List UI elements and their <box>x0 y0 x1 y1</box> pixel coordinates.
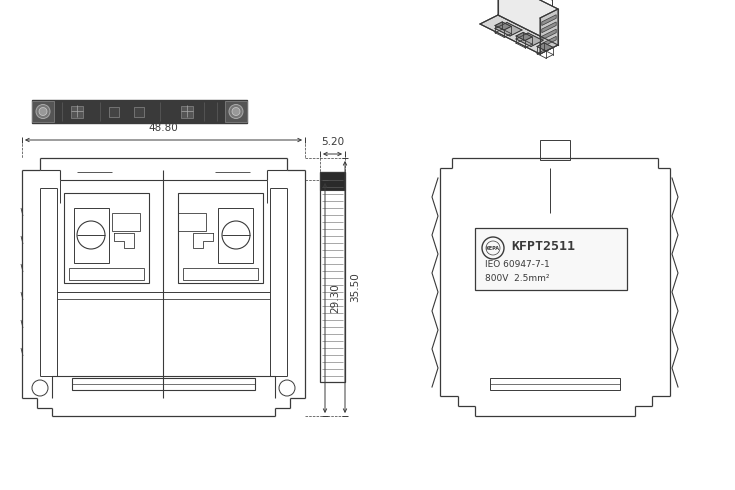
Polygon shape <box>542 36 556 47</box>
Text: 29.30: 29.30 <box>330 283 340 313</box>
Polygon shape <box>542 29 556 40</box>
Bar <box>64 193 149 283</box>
Text: 5.20: 5.20 <box>321 137 344 147</box>
Bar <box>320 172 345 382</box>
Polygon shape <box>542 22 556 33</box>
Circle shape <box>36 104 50 119</box>
Bar <box>320 172 345 190</box>
Bar <box>109 106 119 117</box>
Bar <box>225 101 247 122</box>
Text: KFPT2511: KFPT2511 <box>511 240 575 252</box>
Bar <box>134 106 144 117</box>
Text: 800V  2.5mm²: 800V 2.5mm² <box>485 273 550 283</box>
Polygon shape <box>540 9 558 54</box>
Circle shape <box>39 107 47 116</box>
Bar <box>183 268 258 280</box>
Text: KEPA: KEPA <box>486 245 500 250</box>
Polygon shape <box>495 23 522 36</box>
Polygon shape <box>495 22 512 30</box>
Text: IEO 60947-7-1: IEO 60947-7-1 <box>485 260 550 269</box>
Bar <box>181 105 193 118</box>
Polygon shape <box>537 43 553 51</box>
Polygon shape <box>498 0 558 45</box>
Bar <box>112 213 140 231</box>
Text: 48.80: 48.80 <box>148 123 179 133</box>
Polygon shape <box>516 33 543 47</box>
Bar <box>69 268 144 280</box>
Bar <box>178 213 206 231</box>
Bar <box>32 101 54 122</box>
Bar <box>32 100 247 123</box>
Bar <box>218 208 253 263</box>
Bar <box>490 378 620 390</box>
Polygon shape <box>516 32 532 41</box>
Bar <box>74 208 109 263</box>
Polygon shape <box>480 15 558 54</box>
Text: 35.50: 35.50 <box>350 272 360 302</box>
Polygon shape <box>542 15 556 25</box>
Bar <box>71 105 83 118</box>
Bar <box>475 228 627 290</box>
Bar <box>540 140 570 160</box>
Bar <box>72 378 255 390</box>
Bar <box>178 193 263 283</box>
Circle shape <box>232 107 240 116</box>
Circle shape <box>229 104 243 119</box>
